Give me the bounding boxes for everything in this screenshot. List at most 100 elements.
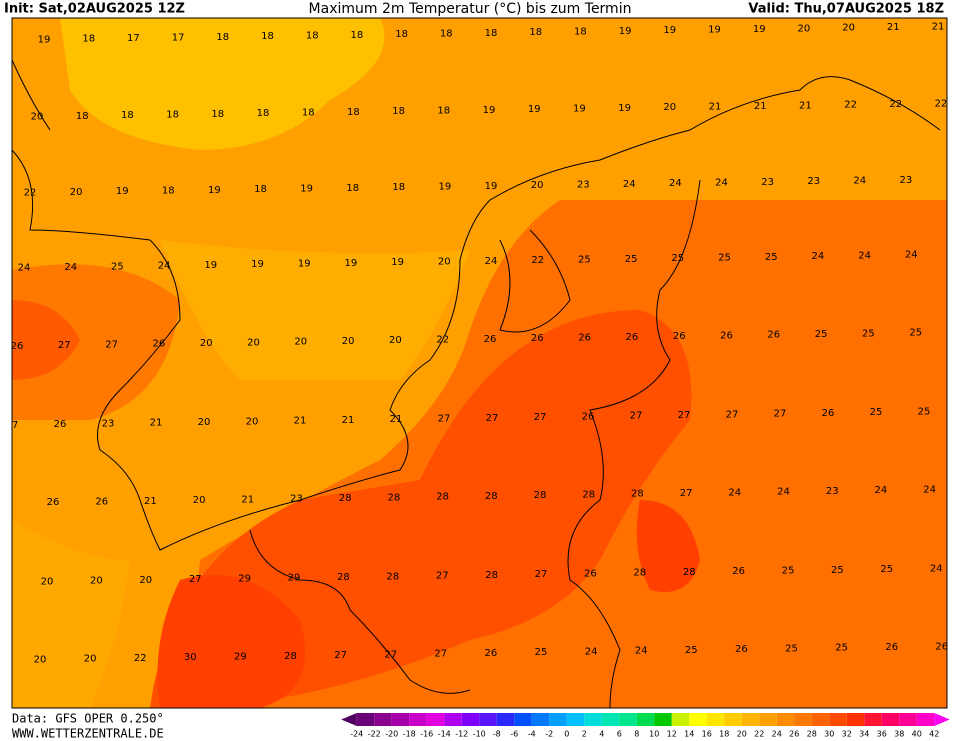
temperature-value: 23 xyxy=(102,418,115,429)
valid-label: Valid: Thu,07AUG2025 18Z xyxy=(748,2,944,17)
colorbar-label: 20 xyxy=(737,730,747,739)
temperature-value: 22 xyxy=(935,98,948,109)
colorbar-label: -16 xyxy=(420,730,433,739)
temperature-value: 18 xyxy=(347,107,360,118)
temperature-value: 28 xyxy=(339,493,352,504)
temperature-value: 21 xyxy=(241,494,254,505)
colorbar-label: 8 xyxy=(634,730,639,739)
temperature-value: 24 xyxy=(485,256,498,267)
temperature-value: 27 xyxy=(438,414,451,425)
temperature-value: 21 xyxy=(342,415,355,426)
colorbar-swatch xyxy=(444,713,462,726)
temperature-value: 24 xyxy=(715,177,728,188)
colorbar-label: 42 xyxy=(929,730,939,739)
temperature-value: 25 xyxy=(765,252,778,263)
temperature-value: 26 xyxy=(767,330,780,341)
temperature-value: 20 xyxy=(31,111,44,122)
temperature-value: 18 xyxy=(216,32,229,43)
temperature-value: 24 xyxy=(635,646,648,657)
temperature-value: 20 xyxy=(663,102,676,113)
temperature-value: 27 xyxy=(384,649,397,660)
temperature-value: 19 xyxy=(573,104,586,115)
temperature-value: 19 xyxy=(298,259,311,270)
colorbar-label: -14 xyxy=(438,730,451,739)
temperature-value: 25 xyxy=(831,565,844,576)
temperature-value: 20 xyxy=(531,180,544,191)
temperature-value: 25 xyxy=(815,329,828,340)
temperature-value: 23 xyxy=(761,177,774,188)
temperature-value: 17 xyxy=(172,32,185,43)
temperature-value: 18 xyxy=(211,109,224,120)
temperature-value: 20 xyxy=(247,337,260,348)
temperature-value: 25 xyxy=(718,252,731,263)
colorbar-label: -2 xyxy=(545,730,553,739)
temperature-value: 25 xyxy=(835,643,848,654)
temperature-value: 28 xyxy=(386,571,399,582)
temperature-value: 25 xyxy=(909,328,922,339)
temperature-value: 25 xyxy=(785,643,798,654)
colorbar-label: 30 xyxy=(824,730,834,739)
colorbar-swatch xyxy=(829,713,847,726)
temperature-value: 22 xyxy=(436,335,449,346)
colorbar-label: 4 xyxy=(599,730,604,739)
temperature-value: 23 xyxy=(577,179,590,190)
temperature-value: 26 xyxy=(47,497,60,508)
temperature-value: 19 xyxy=(439,182,452,193)
temperature-value: 26 xyxy=(732,566,745,577)
temperature-value: 27 xyxy=(436,571,449,582)
temperature-value: 18 xyxy=(162,186,175,197)
temperature-value: 19 xyxy=(483,105,496,116)
temperature-value: 23 xyxy=(807,176,820,187)
colorbar-swatch xyxy=(479,713,497,726)
temperature-value: 23 xyxy=(826,486,839,497)
temperature-value: 26 xyxy=(578,332,591,343)
temperature-value: 25 xyxy=(880,564,893,575)
map-area xyxy=(12,18,947,708)
temperature-value: 21 xyxy=(799,100,812,111)
colorbar-swatch xyxy=(916,713,935,726)
colorbar-label: -12 xyxy=(455,730,468,739)
temperature-value: 24 xyxy=(158,261,171,272)
colorbar-swatch xyxy=(706,713,725,726)
temperature-value: 26 xyxy=(582,411,595,422)
temperature-value: 27 xyxy=(105,339,118,350)
temperature-value: 21 xyxy=(150,418,163,429)
temperature-value: 24 xyxy=(728,487,741,498)
colorbar-swatch xyxy=(531,713,550,726)
temperature-value: 20 xyxy=(294,337,307,348)
temperature-value: 21 xyxy=(390,414,403,425)
temperature-value: 20 xyxy=(342,336,355,347)
temperature-value: 18 xyxy=(302,108,315,119)
temperature-value: 26 xyxy=(11,341,24,352)
temperature-value: 18 xyxy=(121,110,134,121)
temperature-value: 24 xyxy=(18,263,31,274)
temperature-value: 20 xyxy=(84,654,97,665)
colorbar-label: 40 xyxy=(912,730,922,739)
colorbar-swatch xyxy=(881,713,900,726)
temperature-value: 19 xyxy=(300,184,313,195)
temperature-value: 28 xyxy=(284,651,297,662)
temperature-value: 18 xyxy=(82,34,95,45)
colorbar-label: -10 xyxy=(473,730,486,739)
temperature-value: 25 xyxy=(111,261,124,272)
temperature-value: 27 xyxy=(630,411,643,422)
temperature-value: 21 xyxy=(709,102,722,113)
temperature-value: 20 xyxy=(70,187,83,198)
temperature-value: 19 xyxy=(391,257,404,268)
colorbar-label: 0 xyxy=(564,730,569,739)
temperature-value: 26 xyxy=(720,330,733,341)
temperature-value: 25 xyxy=(671,253,684,264)
temperature-value: 27 xyxy=(434,649,447,660)
temperature-value: 19 xyxy=(485,181,498,192)
colorbar-label: 32 xyxy=(842,730,852,739)
temperature-value: 27 xyxy=(58,340,71,351)
temperature-value: 20 xyxy=(41,576,54,587)
temperature-value: 29 xyxy=(238,573,251,584)
temperature-value: 20 xyxy=(139,575,152,586)
temperature-value: 22 xyxy=(24,188,37,199)
colorbar-swatch xyxy=(461,713,480,726)
data-source: Data: GFS OPER 0.250° xyxy=(12,712,164,726)
colorbar-swatch xyxy=(636,713,655,726)
temperature-value: 27 xyxy=(680,488,693,499)
temperature-value: 20 xyxy=(200,338,213,349)
